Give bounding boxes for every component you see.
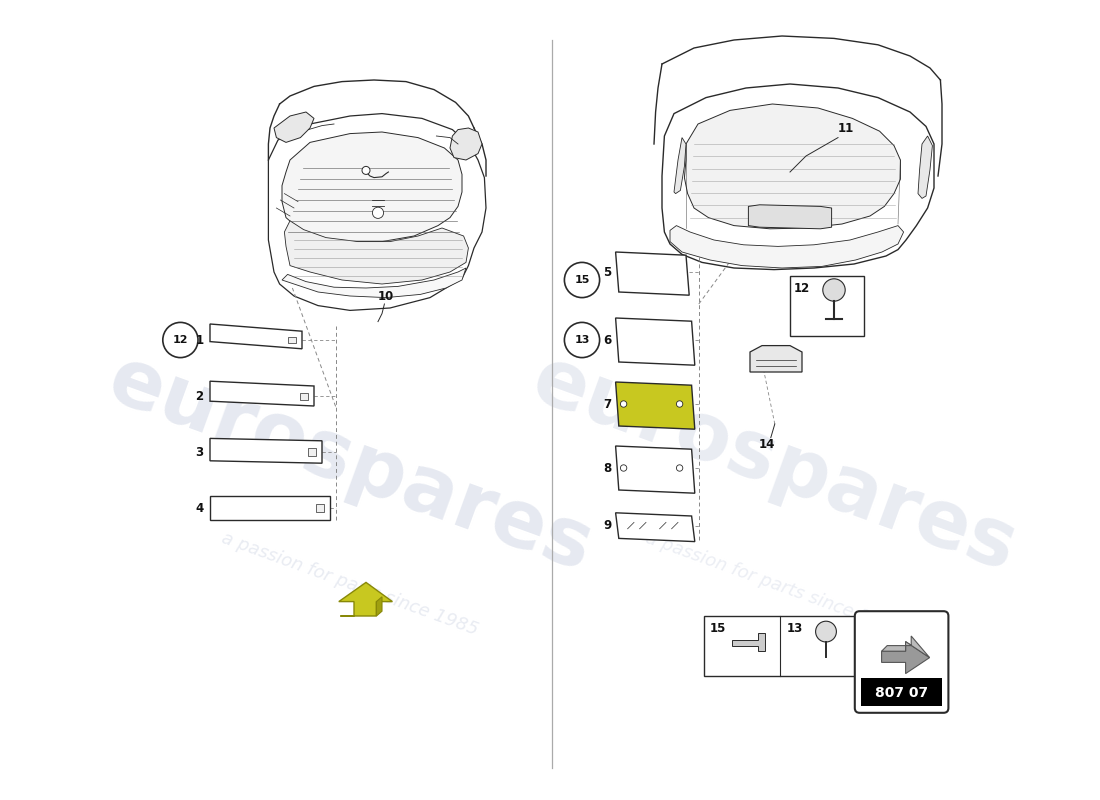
Polygon shape [274,112,313,142]
Text: eurospares: eurospares [97,340,603,588]
Polygon shape [674,138,686,194]
Polygon shape [268,114,486,310]
Text: 14: 14 [759,438,775,450]
Text: 7: 7 [604,398,612,410]
FancyBboxPatch shape [855,611,948,713]
Text: 3: 3 [196,446,204,458]
Polygon shape [881,642,930,674]
Polygon shape [918,136,933,198]
Circle shape [620,465,627,471]
Text: 4: 4 [196,502,204,514]
Polygon shape [748,205,832,229]
Text: 10: 10 [378,290,394,302]
Text: 2: 2 [196,390,204,402]
Polygon shape [285,221,469,284]
Polygon shape [282,268,466,298]
Text: 12: 12 [173,335,188,345]
Text: 13: 13 [786,622,803,635]
Polygon shape [210,496,330,520]
Text: 13: 13 [574,335,590,345]
Polygon shape [210,382,313,406]
Text: a passion for parts since 1985: a passion for parts since 1985 [644,529,905,639]
Polygon shape [684,104,901,229]
Polygon shape [750,346,802,372]
Polygon shape [339,582,393,616]
Circle shape [362,166,370,174]
Circle shape [676,401,683,407]
Polygon shape [316,504,323,512]
Text: 12: 12 [794,282,811,295]
Text: 1: 1 [196,334,204,346]
Polygon shape [670,226,903,268]
Text: eurospares: eurospares [521,340,1026,588]
Bar [861,678,942,706]
Circle shape [676,465,683,471]
Circle shape [163,322,198,358]
Polygon shape [616,513,695,542]
Text: 5: 5 [604,266,612,278]
Polygon shape [881,636,930,658]
Polygon shape [287,337,296,343]
Circle shape [823,279,845,302]
Circle shape [373,207,384,218]
Text: 9: 9 [604,519,612,532]
Polygon shape [299,393,308,399]
Polygon shape [450,128,482,160]
Polygon shape [376,597,382,616]
Bar [704,616,857,676]
Circle shape [564,262,600,298]
Polygon shape [282,132,462,242]
Text: 807 07: 807 07 [874,686,928,700]
Polygon shape [732,634,766,651]
Circle shape [620,401,627,407]
Text: 8: 8 [604,462,612,474]
Polygon shape [616,446,695,493]
Polygon shape [662,84,934,270]
Text: a passion for parts since 1985: a passion for parts since 1985 [219,529,481,639]
Circle shape [815,621,836,642]
Polygon shape [308,448,316,456]
Circle shape [564,322,600,358]
Polygon shape [210,324,302,349]
Polygon shape [616,252,690,295]
Text: 11: 11 [838,122,854,134]
Bar [790,276,865,336]
Polygon shape [616,382,695,429]
Polygon shape [616,318,695,365]
Text: 15: 15 [574,275,590,285]
Text: 6: 6 [604,334,612,346]
Text: 15: 15 [710,622,726,635]
Polygon shape [210,438,322,463]
